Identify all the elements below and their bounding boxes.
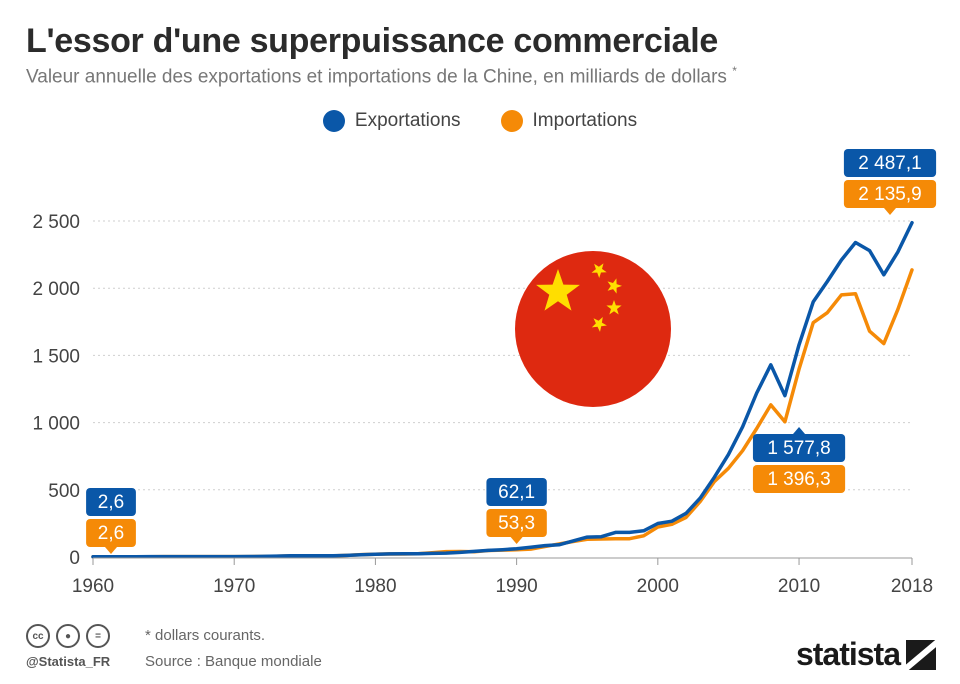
legend-item-imports: Importations (500, 110, 638, 132)
brand-name: statista (795, 636, 901, 672)
data-label-exports-2018: 2 487,1 (858, 153, 921, 174)
x-tick-label: 2010 (778, 576, 820, 597)
statista-logo-icon (906, 639, 936, 670)
footnote: * dollars courants. (145, 627, 266, 644)
flag-star-icon (591, 317, 607, 332)
x-tick-label: 2000 (637, 576, 679, 597)
flag-star-icon (536, 269, 580, 311)
social-handle: @Statista_FR (26, 654, 111, 669)
data-label-imports-2010: 1 396,3 (767, 469, 830, 490)
x-tick-label: 1960 (72, 576, 114, 597)
y-tick-label: 1 500 (32, 346, 80, 367)
data-label-imports-2018-pointer (884, 208, 896, 215)
chart-subtitle: Valeur annuelle des exportations et impo… (26, 64, 737, 88)
china-flag-icon (515, 251, 671, 407)
flag-star-icon (606, 300, 622, 315)
series-line-exports (91, 220, 914, 559)
x-tick-label: 1970 (213, 576, 255, 597)
data-label-exports-1990: 62,1 (498, 482, 535, 503)
data-label-exports-2018-box (843, 149, 937, 177)
legend-dot-imports (500, 110, 523, 132)
data-label-exports-2010-box (752, 434, 846, 462)
data-label-exports-2010: 1 577,8 (767, 438, 830, 459)
legend-label-imports: Importations (532, 110, 638, 131)
data-label-imports-1960-box (86, 519, 136, 547)
data-label-exports-2010-pointer (793, 427, 806, 434)
x-tick-label: 1990 (495, 576, 537, 597)
flag-star-icon (607, 278, 622, 294)
data-label-exports-1960: 2,6 (98, 492, 124, 513)
license-icons: cc ● = (26, 624, 110, 648)
cc-icon: cc (26, 624, 50, 648)
source-note: Source : Banque mondiale (145, 653, 322, 670)
data-label-imports-1990-pointer (510, 537, 523, 544)
y-tick-label: 500 (48, 481, 80, 502)
data-label-imports-1990-box (486, 509, 547, 537)
y-tick-label: 2 500 (32, 212, 80, 233)
attribution-icon: ● (56, 624, 80, 648)
data-label-imports-1960-pointer (105, 547, 117, 554)
no-derivatives-icon: = (86, 624, 110, 648)
subtitle-footnote-mark: * (732, 64, 737, 78)
data-label-imports-2018-box (843, 180, 937, 208)
data-label-imports-2018: 2 135,9 (858, 184, 921, 205)
data-label-exports-1990-box (486, 478, 547, 506)
data-label-exports-1960-box (86, 488, 136, 516)
brand-logo: statista (796, 636, 936, 673)
data-label-imports-2010-box (752, 465, 846, 493)
y-tick-label: 2 000 (32, 279, 80, 300)
x-tick-label: 2018 (891, 576, 933, 597)
chart-title: L'essor d'une superpuissance commerciale (26, 22, 719, 60)
flag-star-icon (591, 263, 607, 278)
chart-legend: Exportations Importations (0, 110, 960, 132)
y-tick-label: 0 (69, 548, 80, 569)
subtitle-text: Valeur annuelle des exportations et impo… (26, 66, 727, 88)
data-label-imports-1960: 2,6 (98, 523, 124, 544)
legend-label-exports: Exportations (354, 110, 461, 131)
y-tick-label: 1 000 (32, 414, 80, 435)
legend-dot-exports (322, 110, 345, 132)
data-label-imports-1990: 53,3 (498, 513, 535, 534)
legend-item-exports: Exportations (322, 110, 461, 132)
x-tick-label: 1980 (354, 576, 396, 597)
